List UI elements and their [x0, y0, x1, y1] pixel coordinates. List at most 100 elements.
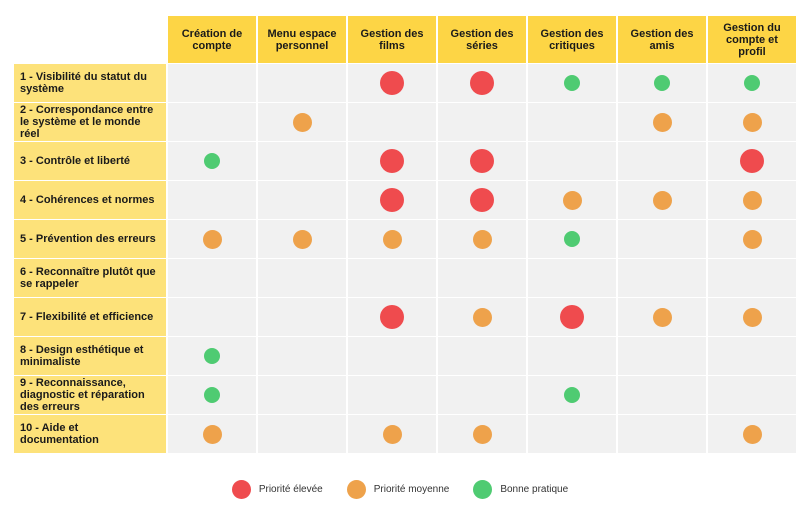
matrix-cell	[258, 259, 346, 297]
column-header: Gestion du compte et profil	[708, 16, 796, 63]
column-header: Gestion des critiques	[528, 16, 616, 63]
matrix-cell	[438, 220, 526, 258]
matrix-cell	[348, 415, 436, 453]
matrix-cell	[258, 103, 346, 141]
priority-dot-high	[560, 305, 584, 329]
priority-dot-medium	[652, 307, 672, 327]
row-header: 7 - Flexibilité et efficience	[14, 298, 166, 336]
matrix-cell	[708, 337, 796, 375]
matrix-cell	[528, 337, 616, 375]
priority-dot-high	[380, 71, 404, 95]
priority-dot-high	[470, 71, 494, 95]
legend-item-medium: Priorité moyenne	[346, 480, 450, 499]
row-header: 3 - Contrôle et liberté	[14, 142, 166, 180]
matrix-cell	[258, 376, 346, 414]
matrix-cell	[348, 103, 436, 141]
matrix-cell	[708, 415, 796, 453]
matrix-cell	[438, 415, 526, 453]
priority-dot-medium	[202, 424, 222, 444]
matrix-cell	[618, 415, 706, 453]
priority-dot-good	[654, 75, 670, 91]
priority-dot-medium	[742, 190, 762, 210]
matrix-cell	[258, 337, 346, 375]
priority-dot-high	[380, 305, 404, 329]
matrix-cell	[528, 103, 616, 141]
matrix-cell	[348, 337, 436, 375]
matrix-cell	[438, 337, 526, 375]
matrix-cell	[168, 337, 256, 375]
priority-dot-medium	[652, 190, 672, 210]
legend-dot-medium	[346, 480, 366, 499]
matrix-cell	[168, 415, 256, 453]
priority-dot-good	[204, 387, 220, 403]
priority-dot-medium	[652, 112, 672, 132]
column-header: Création de compte	[168, 16, 256, 63]
matrix-cell	[618, 298, 706, 336]
column-header: Menu espace personnel	[258, 16, 346, 63]
legend-label: Bonne pratique	[500, 484, 569, 495]
matrix-cell	[168, 142, 256, 180]
matrix-cell	[438, 142, 526, 180]
matrix-cell	[618, 142, 706, 180]
legend-item-high: Priorité élevée	[231, 480, 323, 499]
priority-dot-medium	[382, 424, 402, 444]
matrix-cell	[528, 376, 616, 414]
matrix-cell	[258, 181, 346, 219]
legend-item-good: Bonne pratique	[473, 480, 568, 499]
column-header: Gestion des séries	[438, 16, 526, 63]
priority-dot-good	[564, 231, 580, 247]
matrix-cell	[528, 298, 616, 336]
priority-dot-good	[564, 75, 580, 91]
matrix-cell	[348, 142, 436, 180]
matrix-cell	[528, 64, 616, 102]
matrix-cell	[618, 259, 706, 297]
column-header: Gestion des amis	[618, 16, 706, 63]
matrix-cell	[708, 181, 796, 219]
matrix-cell	[168, 181, 256, 219]
row-header: 5 - Prévention des erreurs	[14, 220, 166, 258]
matrix-cell	[348, 181, 436, 219]
priority-dot-good	[744, 75, 760, 91]
matrix-cell	[438, 259, 526, 297]
priority-dot-medium	[202, 229, 222, 249]
priority-dot-good	[204, 153, 220, 169]
legend: Priorité élevée Priorité moyenne Bonne pra…	[0, 480, 800, 499]
matrix-cell	[528, 142, 616, 180]
priority-dot-high	[740, 149, 764, 173]
matrix-cell	[618, 181, 706, 219]
legend-dot-good	[473, 480, 493, 499]
matrix-cell	[618, 220, 706, 258]
row-header: 8 - Design esthétique et minimaliste	[14, 337, 166, 375]
column-header: Gestion des films	[348, 16, 436, 63]
priority-dot-good	[564, 387, 580, 403]
matrix-cell	[348, 376, 436, 414]
priority-dot-medium	[742, 424, 762, 444]
legend-label: Priorité moyenne	[373, 484, 450, 495]
matrix-cell	[708, 259, 796, 297]
matrix-cell	[708, 103, 796, 141]
priority-dot-good	[204, 348, 220, 364]
priority-dot-medium	[742, 229, 762, 249]
matrix-cell	[168, 259, 256, 297]
priority-dot-medium	[292, 112, 312, 132]
matrix-cell	[528, 181, 616, 219]
priority-dot-medium	[742, 307, 762, 327]
matrix-cell	[438, 298, 526, 336]
matrix-cell	[258, 220, 346, 258]
matrix-cell	[168, 64, 256, 102]
matrix-cell	[348, 64, 436, 102]
matrix-cell	[618, 337, 706, 375]
matrix-cell	[258, 298, 346, 336]
matrix-cell	[708, 142, 796, 180]
matrix-cell	[708, 298, 796, 336]
matrix-cell	[528, 220, 616, 258]
row-header: 4 - Cohérences et normes	[14, 181, 166, 219]
row-header: 1 - Visibilité du statut du système	[14, 64, 166, 102]
matrix-corner	[14, 16, 166, 63]
priority-dot-medium	[472, 229, 492, 249]
matrix-cell	[528, 259, 616, 297]
matrix-cell	[438, 103, 526, 141]
priority-dot-medium	[292, 229, 312, 249]
priority-dot-high	[470, 149, 494, 173]
matrix-cell	[438, 376, 526, 414]
